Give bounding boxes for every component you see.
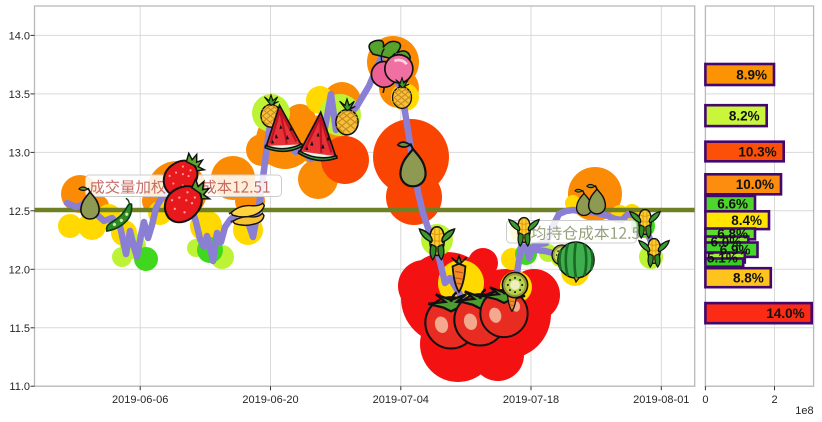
svg-text:2019-06-06: 2019-06-06 bbox=[112, 394, 168, 406]
svg-text:2019-07-04: 2019-07-04 bbox=[373, 394, 429, 406]
svg-text:13.5: 13.5 bbox=[9, 89, 30, 101]
svg-text:8.8%: 8.8% bbox=[733, 271, 764, 286]
svg-text:6.9%: 6.9% bbox=[720, 243, 751, 258]
svg-text:2: 2 bbox=[771, 394, 777, 406]
svg-text:10.3%: 10.3% bbox=[738, 144, 776, 159]
svg-text:2019-08-01: 2019-08-01 bbox=[633, 394, 689, 406]
svg-text:8.2%: 8.2% bbox=[729, 109, 760, 124]
svg-text:6.8%: 6.8% bbox=[717, 227, 748, 242]
svg-text:12.5: 12.5 bbox=[9, 206, 30, 218]
svg-text:13.0: 13.0 bbox=[9, 147, 30, 159]
svg-text:6.6%: 6.6% bbox=[717, 196, 748, 211]
svg-text:14.0: 14.0 bbox=[9, 30, 30, 42]
svg-text:10.0%: 10.0% bbox=[736, 177, 774, 192]
svg-text:11.0: 11.0 bbox=[9, 381, 30, 393]
svg-text:11.5: 11.5 bbox=[9, 323, 30, 335]
svg-text:5.1%: 5.1% bbox=[707, 250, 738, 265]
svg-text:0: 0 bbox=[702, 394, 708, 406]
svg-text:12.0: 12.0 bbox=[9, 264, 30, 276]
svg-text:2019-07-18: 2019-07-18 bbox=[503, 394, 559, 406]
svg-text:6.0%: 6.0% bbox=[711, 235, 742, 250]
svg-text:14.0%: 14.0% bbox=[766, 306, 804, 321]
svg-text:1e8: 1e8 bbox=[795, 405, 813, 417]
svg-text:2019-06-20: 2019-06-20 bbox=[242, 394, 298, 406]
svg-text:8.9%: 8.9% bbox=[736, 67, 767, 82]
svg-text:8.4%: 8.4% bbox=[731, 213, 762, 228]
